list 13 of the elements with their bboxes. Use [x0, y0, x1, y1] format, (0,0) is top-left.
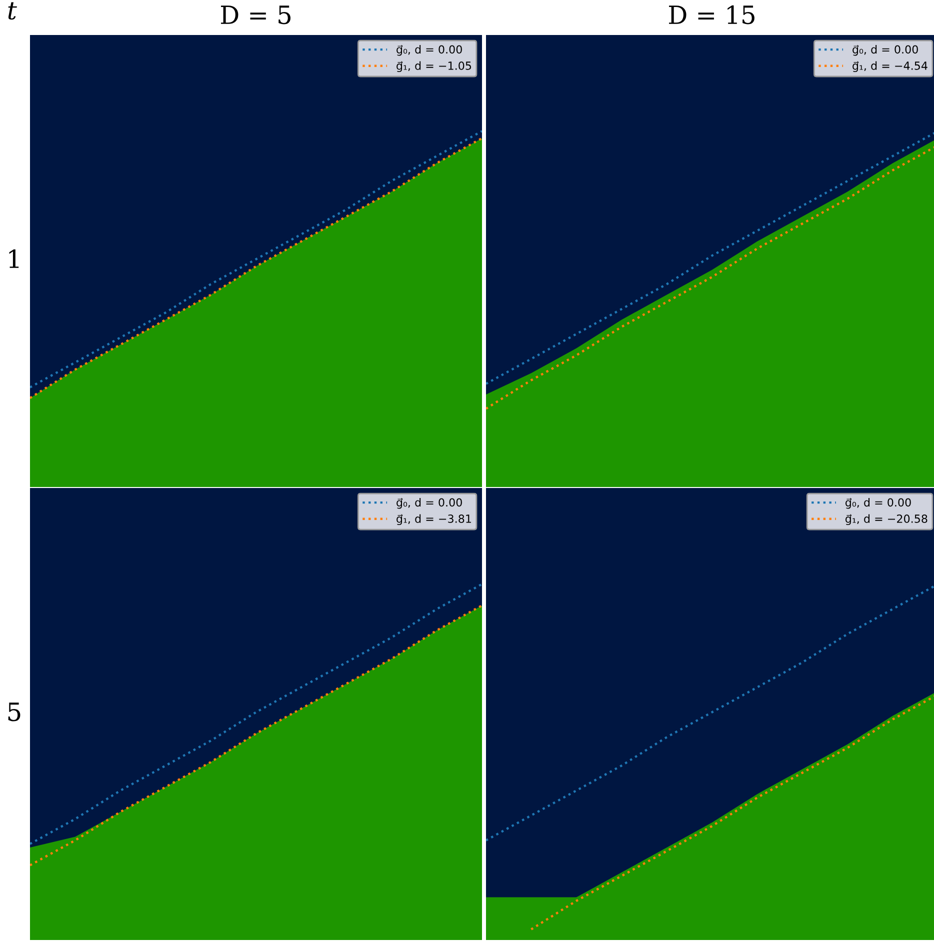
legend-label: g⃗₀, d = 0.00 [852, 45, 918, 56]
chart-title: D = 5 [220, 6, 290, 24]
legend-label: g⃗₀, d = 0.00 [396, 498, 462, 509]
legend-label: g⃗₁, d = −1.05 [396, 61, 472, 72]
chart-title: D = 15 [669, 5, 754, 24]
text: 1 [9, 249, 19, 268]
legend-label: g⃗₁, d = −20.58 [845, 514, 928, 526]
text: 5 [8, 702, 20, 722]
text: t [8, 2, 17, 20]
legend-label: g⃗₀, d = 0.00 [396, 45, 462, 56]
legend-label: g⃗₁, d = −3.81 [396, 514, 471, 526]
legend-label: g⃗₁, d = −4.54 [852, 61, 928, 72]
legend-label: g⃗₀, d = 0.00 [845, 498, 911, 509]
